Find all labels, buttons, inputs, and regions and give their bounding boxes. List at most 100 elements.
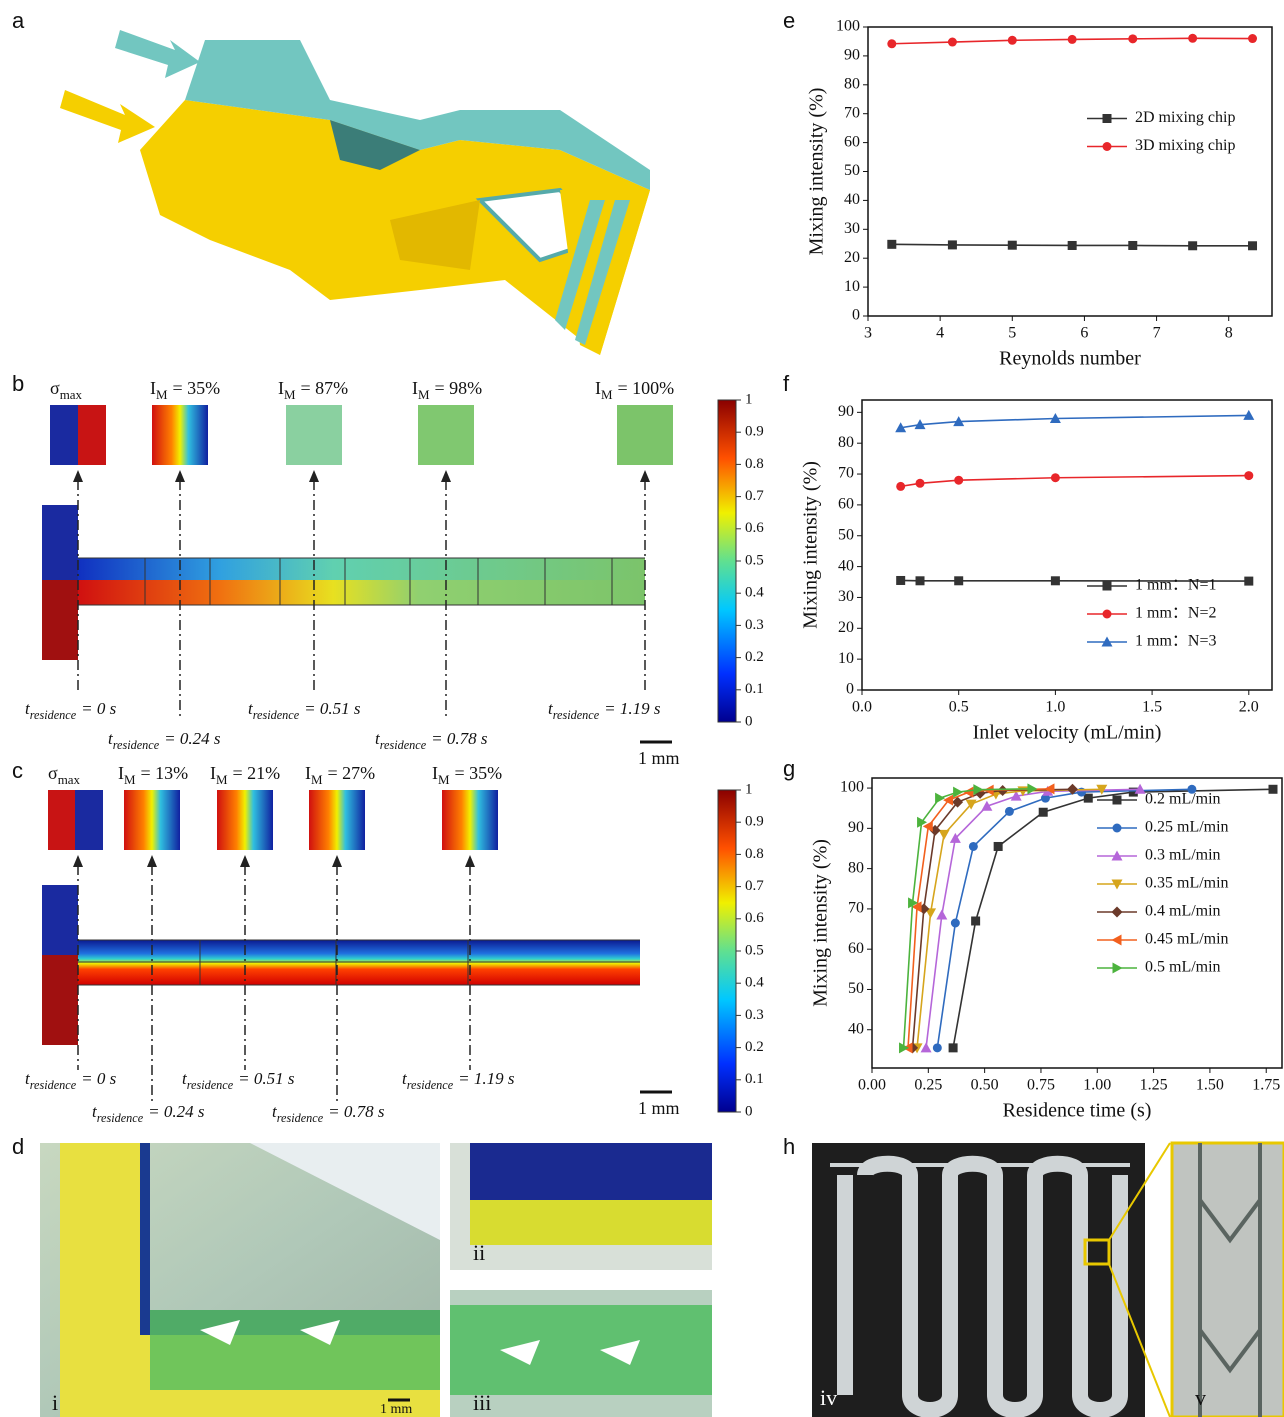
y-tick-label: 40	[838, 557, 854, 574]
y-tick-label: 90	[838, 403, 854, 420]
label-symbol: I	[150, 378, 156, 398]
y-tick-label: 0	[846, 681, 854, 698]
label-symbol: t	[272, 1102, 278, 1121]
x-tick-label: 4	[936, 325, 944, 342]
label-symbol: I	[412, 378, 418, 398]
data-point	[899, 1042, 910, 1054]
y-axis-label: Mixing intensity (%)	[806, 88, 828, 256]
x-axis-label: Residence time (s)	[1003, 1100, 1152, 1122]
legend-label: 0.4 mL/min	[1145, 903, 1221, 920]
legend-label: 0.3 mL/min	[1145, 847, 1221, 864]
label-value: = 0 s	[81, 1069, 116, 1088]
data-point	[932, 1043, 942, 1053]
y-tick-label: 30	[844, 220, 860, 237]
y-tick-label: 20	[844, 249, 860, 266]
photo-labels: i 1 mm ii iii iv v 1 mm 1 mm	[52, 748, 1206, 1417]
mixing-label: IM = 35%	[150, 378, 220, 402]
y-tick-label: 100	[836, 18, 860, 35]
panel-label: d	[12, 1134, 24, 1159]
legend-marker	[1101, 636, 1113, 647]
x-tick-label: 0.75	[1027, 1077, 1055, 1094]
label-value: = 0 s	[81, 699, 116, 718]
legend-marker	[1111, 879, 1123, 890]
data-point	[920, 1042, 932, 1053]
label-subscript: residence	[113, 738, 160, 752]
plot-frame	[871, 777, 1283, 1069]
x-tick-label: 1.0	[1045, 699, 1065, 716]
colorbar-tick-label: 0.3	[745, 1007, 764, 1023]
y-tick-label: 80	[848, 859, 864, 876]
data-point	[938, 829, 950, 840]
label-subscript: max	[60, 387, 83, 402]
x-tick-label: 6	[1080, 325, 1088, 342]
y-tick-label: 0	[852, 307, 860, 324]
y-tick-label: 90	[848, 819, 864, 836]
colorbar-tick-label: 0.4	[745, 975, 764, 991]
data-point	[1007, 240, 1017, 250]
label-subscript: M	[418, 387, 430, 402]
plot-frame	[867, 26, 1273, 317]
legend-marker	[1102, 142, 1112, 151]
legend-label: 0.2 mL/min	[1145, 791, 1221, 808]
x-tick-label: 7	[1153, 325, 1161, 342]
colorbar-tick-label: 0	[745, 713, 753, 729]
label-subscript: residence	[253, 708, 300, 722]
x-tick-label: 5	[1008, 325, 1016, 342]
data-point	[1243, 409, 1255, 420]
data-point	[1134, 783, 1146, 794]
colorbar-tick-label: 0.7	[745, 878, 764, 894]
y-tick-label: 50	[838, 526, 854, 543]
label-symbol: I	[210, 763, 216, 783]
panel-label: g	[783, 756, 795, 781]
label-value: = 1.19 s	[604, 699, 661, 718]
y-tick-label: 100	[840, 779, 864, 796]
data-point	[1050, 473, 1060, 483]
x-tick-label: 1.5	[1142, 699, 1162, 716]
colorbar-tick-label: 0.1	[745, 1071, 764, 1087]
label-subscript: M	[156, 387, 168, 402]
label-symbol: t	[108, 729, 114, 748]
x-tick-label: 1.75	[1252, 1077, 1280, 1094]
data-point	[1067, 34, 1077, 44]
legend-marker	[1111, 850, 1123, 861]
label-subscript: M	[601, 387, 613, 402]
label-symbol: t	[25, 699, 31, 718]
y-tick-label: 70	[838, 465, 854, 482]
legend-marker	[1112, 823, 1122, 833]
data-point	[1268, 784, 1278, 794]
residence-label: tresidence = 0.78 s	[272, 1102, 385, 1125]
label-symbol: σ	[48, 763, 58, 783]
colorbar-tick-label: 1	[745, 391, 753, 407]
data-point	[1004, 806, 1014, 816]
legend-label: 1 mm：N=2	[1135, 605, 1216, 622]
data-point	[1128, 34, 1138, 44]
residence-label: tresidence = 1.19 s	[548, 699, 661, 722]
y-tick-label: 60	[838, 496, 854, 513]
y-tick-label: 30	[838, 588, 854, 605]
label-symbol: σ	[50, 378, 60, 398]
colorbar-tick-label: 0.1	[745, 681, 764, 697]
photo-label: ii	[473, 1240, 485, 1265]
mixing-label: IM = 21%	[210, 763, 280, 787]
residence-label: tresidence = 1.19 s	[402, 1069, 515, 1092]
data-point	[943, 794, 954, 806]
mixing-label: IM = 87%	[278, 378, 348, 402]
data-point	[948, 1043, 958, 1053]
y-axis-label: Mixing intensity (%)	[800, 461, 822, 629]
data-point	[896, 575, 906, 585]
x-tick-label: 8	[1225, 325, 1233, 342]
photo-label: v	[1195, 1385, 1206, 1410]
data-point	[895, 422, 907, 433]
y-tick-label: 50	[844, 162, 860, 179]
legend-label: 0.25 mL/min	[1145, 819, 1229, 836]
data-point	[993, 841, 1003, 851]
colorbar-tick-label: 0.7	[745, 488, 764, 504]
data-point	[1067, 240, 1077, 250]
scale-bar-label: 1 mm	[638, 748, 680, 768]
residence-label: tresidence = 0.51 s	[182, 1069, 295, 1092]
panel-label: c	[12, 758, 23, 783]
residence-label: tresidence = 0 s	[25, 699, 117, 722]
label-value: = 87%	[301, 378, 349, 398]
colorbar-tick-label: 0.2	[745, 649, 764, 665]
